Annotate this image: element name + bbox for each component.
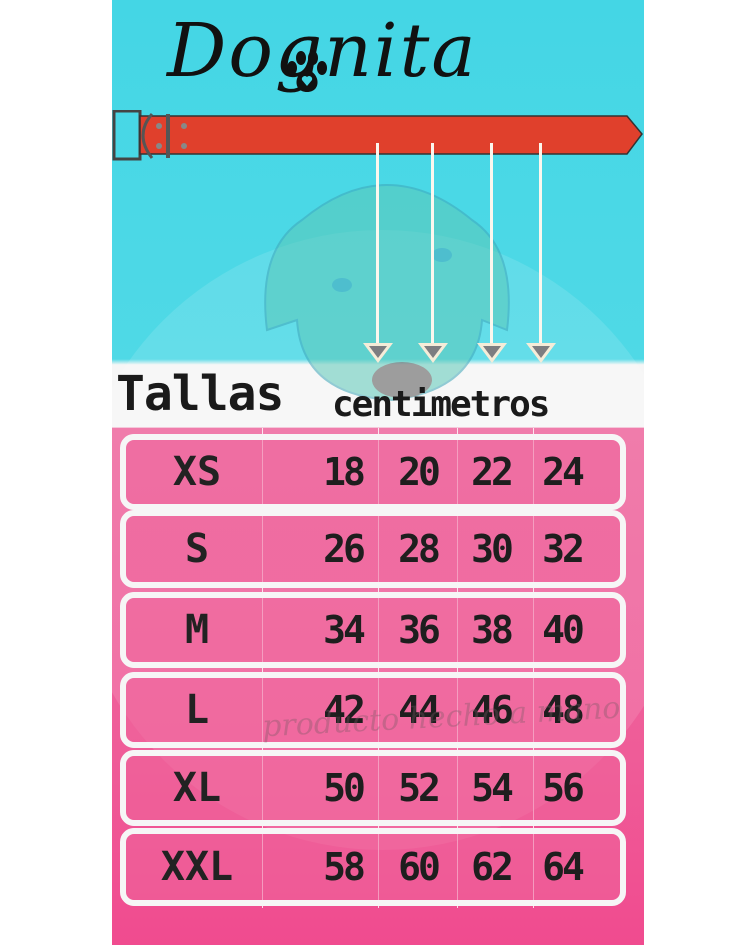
- size-row-xs: XS 18 20 22 24: [120, 434, 626, 510]
- measurement-value: 42: [323, 688, 366, 732]
- measurement-value: 26: [323, 527, 366, 571]
- measurement-value: 32: [542, 527, 585, 571]
- size-chart-panel: Dognita Tallas centimetros XS 18 20 22 24 S 26…: [112, 0, 644, 945]
- size-row-m: M 34 36 38 40: [120, 592, 626, 668]
- measurement-value: 28: [398, 527, 441, 571]
- measurement-value: 24: [542, 450, 585, 494]
- measurement-value: 44: [398, 688, 441, 732]
- measurement-value: 38: [471, 608, 514, 652]
- size-row-xxl: XXL 58 60 62 64: [120, 828, 626, 906]
- dog-illustration: [264, 184, 510, 402]
- size-label: XL: [172, 765, 222, 811]
- size-row-s: S 26 28 30 32: [120, 510, 626, 588]
- arrow-head-icon: [363, 343, 393, 363]
- measure-arrow: [431, 143, 434, 343]
- arrow-head-icon: [526, 343, 556, 363]
- measure-arrow: [539, 143, 542, 343]
- size-label: S: [184, 526, 210, 572]
- measurement-value: 56: [542, 766, 585, 810]
- measurement-value: 62: [471, 845, 514, 889]
- column-divider: [378, 428, 379, 908]
- measurement-value: 22: [471, 450, 514, 494]
- measurement-value: 64: [542, 845, 585, 889]
- measurement-value: 60: [398, 845, 441, 889]
- measurement-value: 54: [471, 766, 514, 810]
- arrow-head-icon: [418, 343, 448, 363]
- measurement-value: 52: [398, 766, 441, 810]
- measurement-value: 58: [323, 845, 366, 889]
- column-divider: [262, 428, 263, 908]
- size-label: XS: [172, 449, 222, 495]
- arrow-head-icon: [477, 343, 507, 363]
- measurement-value: 50: [323, 766, 366, 810]
- column-divider: [533, 428, 534, 908]
- measurement-value: 34: [323, 608, 366, 652]
- measurement-value: 36: [398, 608, 441, 652]
- paw-heart-icon: [287, 51, 327, 92]
- size-label: XXL: [160, 844, 234, 890]
- column-divider: [457, 428, 458, 908]
- size-label: L: [184, 687, 210, 733]
- brand-logo: Dognita: [167, 8, 478, 94]
- measure-arrow: [490, 143, 493, 343]
- unit-heading: centimetros: [332, 384, 550, 425]
- size-row-xl: XL 50 52 54 56: [120, 750, 626, 826]
- measurement-value: 20: [398, 450, 441, 494]
- measurement-value: 40: [542, 608, 585, 652]
- measurement-value: 46: [471, 688, 514, 732]
- measure-arrow: [376, 143, 379, 343]
- measurement-value: 48: [542, 688, 585, 732]
- size-label: M: [184, 607, 210, 653]
- measurement-value: 18: [323, 450, 366, 494]
- collar-illustration: [112, 110, 643, 161]
- measurement-value: 30: [471, 527, 514, 571]
- size-row-l: L 42 44 46 48: [120, 672, 626, 748]
- sizes-heading: Tallas: [116, 366, 284, 422]
